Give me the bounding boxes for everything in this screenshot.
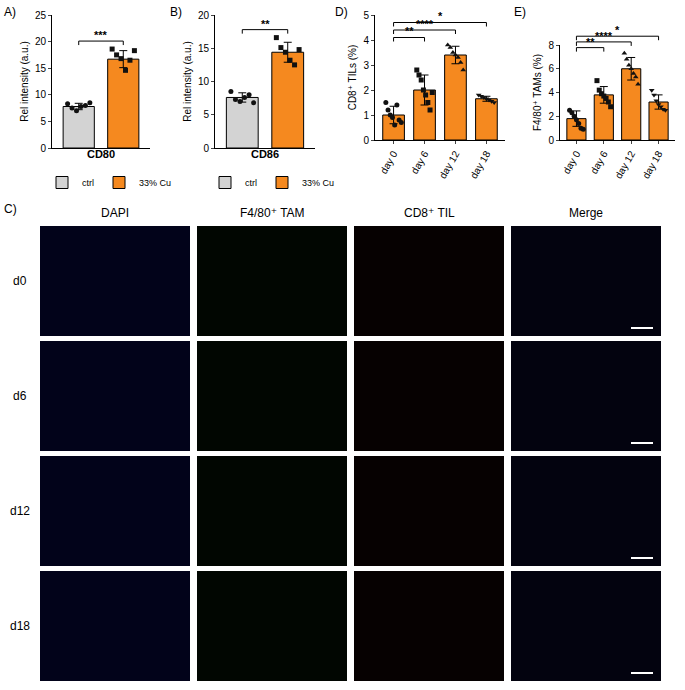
svg-text:20: 20	[198, 10, 210, 21]
svg-text:d18: d18	[10, 619, 30, 633]
svg-text:4: 4	[363, 35, 369, 46]
svg-text:day 0: day 0	[561, 149, 583, 176]
svg-text:8: 8	[548, 40, 554, 51]
svg-text:10: 10	[35, 89, 47, 100]
svg-text:d0: d0	[13, 274, 27, 288]
svg-text:Merge: Merge	[569, 206, 603, 220]
svg-text:Rel intensity (a.u.): Rel intensity (a.u.)	[19, 41, 30, 122]
svg-text:D): D)	[335, 5, 348, 19]
svg-text:6: 6	[548, 63, 554, 74]
svg-text:ctrl: ctrl	[82, 178, 94, 188]
svg-text:15: 15	[198, 43, 210, 54]
svg-text:CD80: CD80	[87, 148, 115, 160]
svg-text:33% Cu: 33% Cu	[139, 178, 171, 188]
svg-text:day 0: day 0	[378, 149, 400, 176]
svg-text:ctrl: ctrl	[245, 178, 257, 188]
svg-text:5: 5	[203, 109, 209, 120]
svg-text:0: 0	[203, 143, 209, 154]
svg-text:B): B)	[170, 5, 182, 19]
svg-text:10: 10	[198, 76, 210, 87]
svg-text:*: *	[615, 24, 620, 36]
svg-text:**: **	[261, 18, 270, 30]
svg-text:****: ****	[416, 18, 434, 30]
svg-text:DAPI: DAPI	[101, 206, 129, 220]
svg-text:****: ****	[595, 30, 613, 42]
svg-text:5: 5	[40, 116, 46, 127]
svg-text:0: 0	[363, 135, 369, 146]
svg-text:***: ***	[94, 29, 108, 41]
svg-text:0: 0	[548, 135, 554, 146]
svg-text:2: 2	[363, 85, 369, 96]
svg-text:15: 15	[35, 63, 47, 74]
svg-text:day 6: day 6	[588, 149, 610, 176]
svg-text:20: 20	[35, 36, 47, 47]
svg-text:CD8⁺ TILs (%): CD8⁺ TILs (%)	[347, 45, 358, 111]
svg-text:A): A)	[4, 5, 16, 19]
svg-text:25: 25	[35, 10, 47, 21]
svg-text:CD86: CD86	[251, 148, 279, 160]
svg-text:4: 4	[548, 87, 554, 98]
svg-text:33% Cu: 33% Cu	[302, 178, 334, 188]
svg-text:d12: d12	[10, 504, 30, 518]
svg-text:C): C)	[4, 202, 17, 216]
svg-text:F4/80⁺ TAMs (%): F4/80⁺ TAMs (%)	[532, 54, 543, 131]
svg-text:day 12: day 12	[437, 149, 462, 181]
svg-text:0: 0	[40, 143, 46, 154]
svg-text:d6: d6	[13, 389, 27, 403]
svg-text:5: 5	[363, 10, 369, 21]
svg-text:Rel intensity (a.u.): Rel intensity (a.u.)	[182, 41, 193, 122]
svg-text:1: 1	[363, 110, 369, 121]
svg-text:day 6: day 6	[409, 149, 431, 176]
svg-text:F4/80⁺ TAM: F4/80⁺ TAM	[240, 206, 305, 220]
svg-text:E): E)	[514, 5, 526, 19]
svg-text:day 18: day 18	[640, 149, 665, 181]
svg-text:**: **	[586, 36, 595, 48]
svg-text:*: *	[438, 10, 443, 22]
svg-text:**: **	[405, 25, 414, 37]
svg-text:2: 2	[548, 111, 554, 122]
svg-text:day 12: day 12	[613, 149, 638, 181]
svg-text:CD8⁺ TIL: CD8⁺ TIL	[404, 206, 455, 220]
svg-text:3: 3	[363, 60, 369, 71]
svg-text:day 18: day 18	[468, 149, 493, 181]
